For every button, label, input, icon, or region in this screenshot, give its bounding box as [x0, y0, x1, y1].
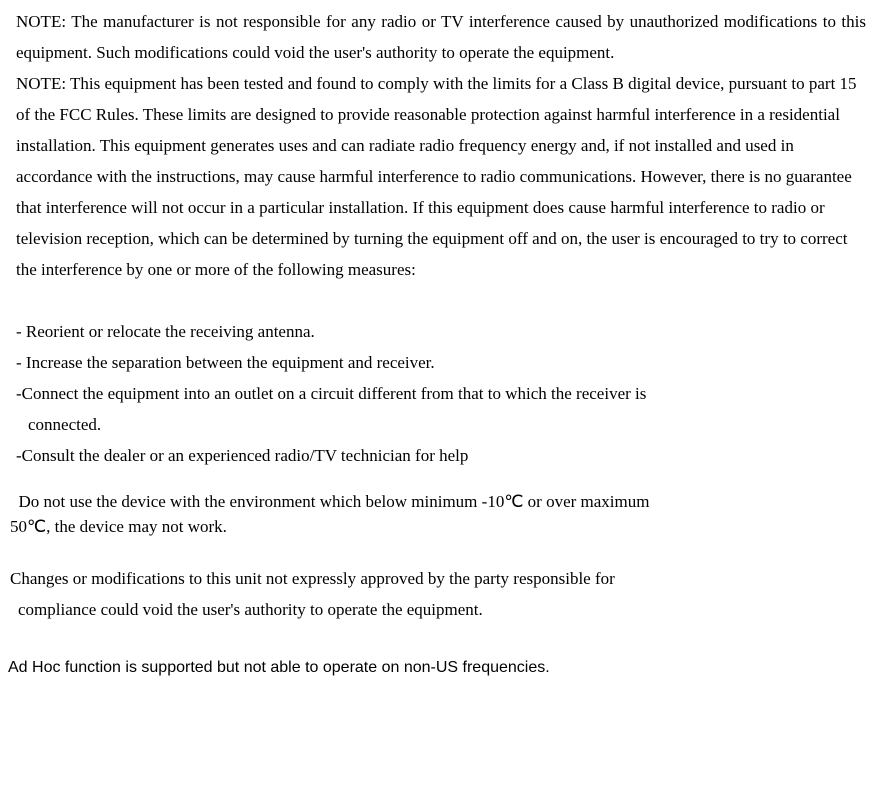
temperature-warning: Do not use the device with the environme…	[8, 489, 872, 539]
measure-1: - Reorient or relocate the receiving ant…	[16, 316, 870, 347]
measure-3a: -Connect the equipment into an outlet on…	[16, 378, 870, 409]
note-fcc: NOTE: This equipment has been tested and…	[8, 68, 872, 285]
adhoc-notice: Ad Hoc function is supported but not abl…	[8, 657, 872, 679]
measure-4: -Consult the dealer or an experienced ra…	[16, 440, 870, 471]
measure-3b: connected.	[16, 409, 870, 440]
changes-line1: Changes or modifications to this unit no…	[10, 563, 870, 594]
measures-list: - Reorient or relocate the receiving ant…	[8, 316, 872, 471]
temperature-line1: Do not use the device with the environme…	[10, 489, 870, 514]
measure-2: - Increase the separation between the eq…	[16, 347, 870, 378]
note-manufacturer: NOTE: The manufacturer is not responsibl…	[8, 6, 872, 68]
temperature-line2: 50℃, the device may not work.	[10, 514, 870, 539]
changes-warning: Changes or modifications to this unit no…	[8, 563, 872, 625]
changes-line2: compliance could void the user's authori…	[10, 594, 870, 625]
